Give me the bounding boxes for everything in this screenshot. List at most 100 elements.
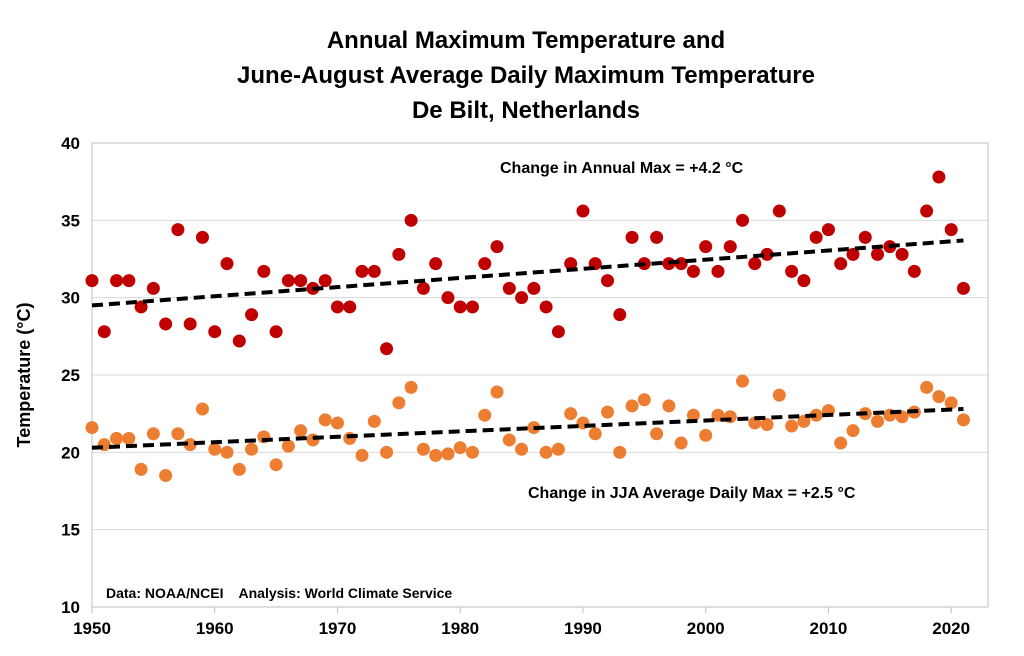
data-point [465, 445, 479, 459]
data-point [220, 445, 234, 459]
annual-max-trend-line [91, 238, 964, 308]
data-point [367, 264, 381, 278]
data-point [404, 380, 418, 394]
data-point [760, 247, 774, 261]
data-point [220, 257, 234, 271]
data-point [85, 274, 99, 288]
data-point [956, 413, 970, 427]
data-point [208, 442, 222, 456]
x-tick-label: 1990 [564, 619, 602, 638]
data-point [772, 204, 786, 218]
data-point [650, 230, 664, 244]
data-point [245, 308, 259, 322]
y-axis-label: Temperature (°C) [14, 303, 34, 448]
x-tick-label: 2010 [810, 619, 848, 638]
title-line-2: June-August Average Daily Maximum Temper… [237, 62, 815, 89]
data-point [134, 300, 148, 314]
data-point [551, 442, 565, 456]
annual-max-trend-label: Change in Annual Max = +4.2 °C [500, 160, 744, 177]
data-point [920, 380, 934, 394]
data-point [895, 247, 909, 261]
data-point [134, 462, 148, 476]
data-point [601, 405, 615, 419]
data-point [146, 281, 160, 295]
data-point [650, 427, 664, 441]
data-point [232, 462, 246, 476]
data-point [159, 317, 173, 331]
data-point [686, 264, 700, 278]
data-point [515, 442, 529, 456]
jja-trend-line [91, 407, 964, 450]
data-point [330, 416, 344, 430]
x-tick-label: 2000 [687, 619, 725, 638]
y-tick-label: 20 [61, 443, 80, 462]
data-point [183, 317, 197, 331]
data-point [907, 264, 921, 278]
data-point [956, 281, 970, 295]
data-point [294, 424, 308, 438]
data-point [723, 240, 737, 254]
data-point [97, 325, 111, 339]
data-point [797, 414, 811, 428]
data-point [932, 170, 946, 184]
data-point [539, 300, 553, 314]
data-point [429, 257, 443, 271]
data-point [748, 257, 762, 271]
data-point [294, 274, 308, 288]
y-tick-label: 15 [61, 521, 80, 540]
data-credit: Data: NOAA/NCEI Analysis: World Climate … [106, 585, 452, 601]
data-point [699, 240, 713, 254]
x-tick-label: 1960 [196, 619, 234, 638]
data-point [613, 445, 627, 459]
data-point [257, 264, 271, 278]
data-point [318, 413, 332, 427]
y-axis: 10 15 20 25 30 35 40 [61, 134, 80, 617]
y-tick-label: 40 [61, 134, 80, 153]
data-point [699, 428, 713, 442]
y-tick-label: 30 [61, 289, 80, 308]
data-point [392, 247, 406, 261]
y-tick-label: 10 [61, 598, 80, 617]
data-point [355, 264, 369, 278]
data-point [564, 257, 578, 271]
data-point [478, 257, 492, 271]
x-tick-label: 1980 [441, 619, 479, 638]
data-point [416, 281, 430, 295]
data-point [355, 448, 369, 462]
chart-title: Annual Maximum Temperature and June-Augu… [237, 27, 815, 124]
data-point [490, 240, 504, 254]
gridlines [92, 219, 988, 531]
data-point [281, 274, 295, 288]
data-point [281, 439, 295, 453]
data-point [736, 374, 750, 388]
data-point [171, 427, 185, 441]
data-point [330, 300, 344, 314]
data-point [343, 431, 357, 445]
data-point [871, 414, 885, 428]
data-point [122, 431, 136, 445]
data-point [159, 469, 173, 483]
data-point [797, 274, 811, 288]
x-tick-label: 2020 [932, 619, 970, 638]
data-point [110, 431, 124, 445]
data-point [441, 447, 455, 461]
data-point [380, 342, 394, 356]
x-tick-label: 1950 [73, 619, 111, 638]
data-point [662, 399, 676, 413]
data-point [245, 442, 259, 456]
data-point [785, 264, 799, 278]
data-point [539, 445, 553, 459]
x-tick-label: 1970 [319, 619, 357, 638]
data-point [269, 325, 283, 339]
data-point [404, 213, 418, 227]
data-point [736, 213, 750, 227]
data-point [195, 230, 209, 244]
data-point [502, 281, 516, 295]
data-point [490, 385, 504, 399]
data-point [785, 419, 799, 433]
data-point [416, 442, 430, 456]
data-point [920, 204, 934, 218]
data-point [846, 247, 860, 261]
trend-lines [91, 238, 964, 450]
